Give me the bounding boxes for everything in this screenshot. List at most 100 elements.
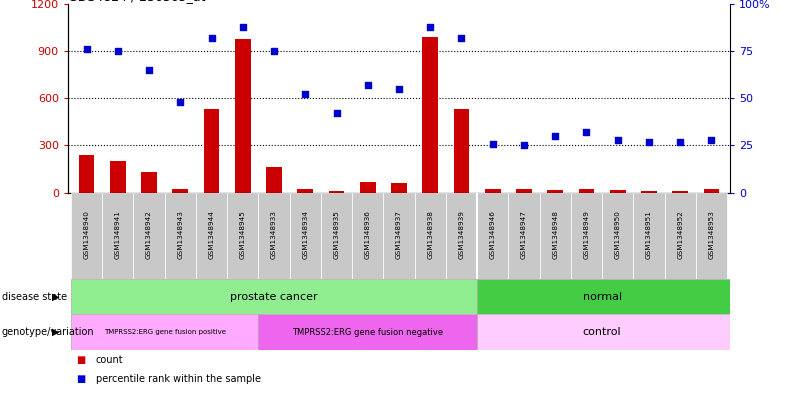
Bar xyxy=(71,279,477,314)
Text: GSM1348936: GSM1348936 xyxy=(365,209,371,259)
Bar xyxy=(673,191,688,193)
Point xyxy=(549,133,562,139)
Bar xyxy=(141,172,157,193)
Bar xyxy=(485,189,500,193)
Text: GSM1348934: GSM1348934 xyxy=(302,209,308,259)
Bar xyxy=(477,193,508,279)
Point xyxy=(174,99,187,105)
Text: GSM1348946: GSM1348946 xyxy=(490,209,496,259)
Text: count: count xyxy=(96,354,124,365)
Bar xyxy=(696,193,727,279)
Text: control: control xyxy=(583,327,622,337)
Text: GSM1348944: GSM1348944 xyxy=(208,209,215,259)
Bar xyxy=(539,193,571,279)
Bar xyxy=(321,193,352,279)
Text: GSM1348941: GSM1348941 xyxy=(115,209,120,259)
Bar xyxy=(71,314,259,350)
Bar xyxy=(547,190,563,193)
Bar xyxy=(446,193,477,279)
Text: ■: ■ xyxy=(76,354,85,365)
Point xyxy=(518,142,531,149)
Bar xyxy=(267,167,282,193)
Bar xyxy=(571,193,602,279)
Bar xyxy=(110,161,125,193)
Bar xyxy=(634,193,665,279)
Text: ▶: ▶ xyxy=(53,292,60,302)
Point xyxy=(580,129,593,135)
Bar xyxy=(422,37,438,193)
Bar xyxy=(172,189,188,193)
Text: GSM1348933: GSM1348933 xyxy=(271,209,277,259)
Bar xyxy=(133,193,164,279)
Text: ▶: ▶ xyxy=(53,327,60,337)
Text: GSM1348937: GSM1348937 xyxy=(396,209,402,259)
Point xyxy=(267,48,280,54)
Bar xyxy=(203,109,219,193)
Text: GSM1348952: GSM1348952 xyxy=(678,209,683,259)
Bar xyxy=(259,314,477,350)
Bar xyxy=(164,193,196,279)
Bar xyxy=(602,193,634,279)
Bar xyxy=(516,189,531,193)
Text: TMPRSS2:ERG gene fusion positive: TMPRSS2:ERG gene fusion positive xyxy=(104,329,226,335)
Text: TMPRSS2:ERG gene fusion negative: TMPRSS2:ERG gene fusion negative xyxy=(292,328,444,336)
Bar xyxy=(391,183,407,193)
Bar xyxy=(235,39,251,193)
Bar xyxy=(477,279,730,314)
Bar xyxy=(298,189,313,193)
Point xyxy=(393,86,405,92)
Bar xyxy=(227,193,259,279)
Bar xyxy=(415,193,446,279)
Text: GSM1348942: GSM1348942 xyxy=(146,209,152,259)
Text: prostate cancer: prostate cancer xyxy=(230,292,318,302)
Text: GSM1348951: GSM1348951 xyxy=(646,209,652,259)
Text: percentile rank within the sample: percentile rank within the sample xyxy=(96,374,261,384)
Point xyxy=(611,137,624,143)
Text: GSM1348949: GSM1348949 xyxy=(583,209,590,259)
Text: GSM1348950: GSM1348950 xyxy=(614,209,621,259)
Bar xyxy=(641,191,657,193)
Point xyxy=(486,140,499,147)
Bar xyxy=(259,193,290,279)
Point xyxy=(361,82,374,88)
Point xyxy=(455,35,468,41)
Point xyxy=(236,24,249,30)
Bar xyxy=(579,189,595,193)
Point xyxy=(642,138,655,145)
Bar xyxy=(383,193,415,279)
Bar xyxy=(290,193,321,279)
Text: GDS4824 / 236365_at: GDS4824 / 236365_at xyxy=(68,0,205,3)
Bar xyxy=(610,190,626,193)
Point xyxy=(674,138,686,145)
Point xyxy=(424,24,437,30)
Text: GSM1348947: GSM1348947 xyxy=(521,209,527,259)
Point xyxy=(205,35,218,41)
Text: normal: normal xyxy=(583,292,622,302)
Point xyxy=(112,48,124,54)
Text: GSM1348938: GSM1348938 xyxy=(427,209,433,259)
Point xyxy=(299,91,312,97)
Point xyxy=(705,137,718,143)
Point xyxy=(80,46,93,52)
Text: ■: ■ xyxy=(76,374,85,384)
Text: GSM1348935: GSM1348935 xyxy=(334,209,339,259)
Text: genotype/variation: genotype/variation xyxy=(2,327,94,337)
Text: GSM1348943: GSM1348943 xyxy=(177,209,184,259)
Text: GSM1348953: GSM1348953 xyxy=(709,209,714,259)
Bar xyxy=(352,193,383,279)
Text: GSM1348940: GSM1348940 xyxy=(84,209,89,259)
Bar xyxy=(508,193,539,279)
Bar xyxy=(704,189,719,193)
Bar xyxy=(454,109,469,193)
Text: GSM1348948: GSM1348948 xyxy=(552,209,559,259)
Bar xyxy=(71,193,102,279)
Bar xyxy=(477,314,730,350)
Text: disease state: disease state xyxy=(2,292,67,302)
Text: GSM1348945: GSM1348945 xyxy=(239,209,246,259)
Bar xyxy=(102,193,133,279)
Bar xyxy=(196,193,227,279)
Bar xyxy=(665,193,696,279)
Bar xyxy=(360,182,376,193)
Bar xyxy=(329,191,344,193)
Point xyxy=(330,110,343,116)
